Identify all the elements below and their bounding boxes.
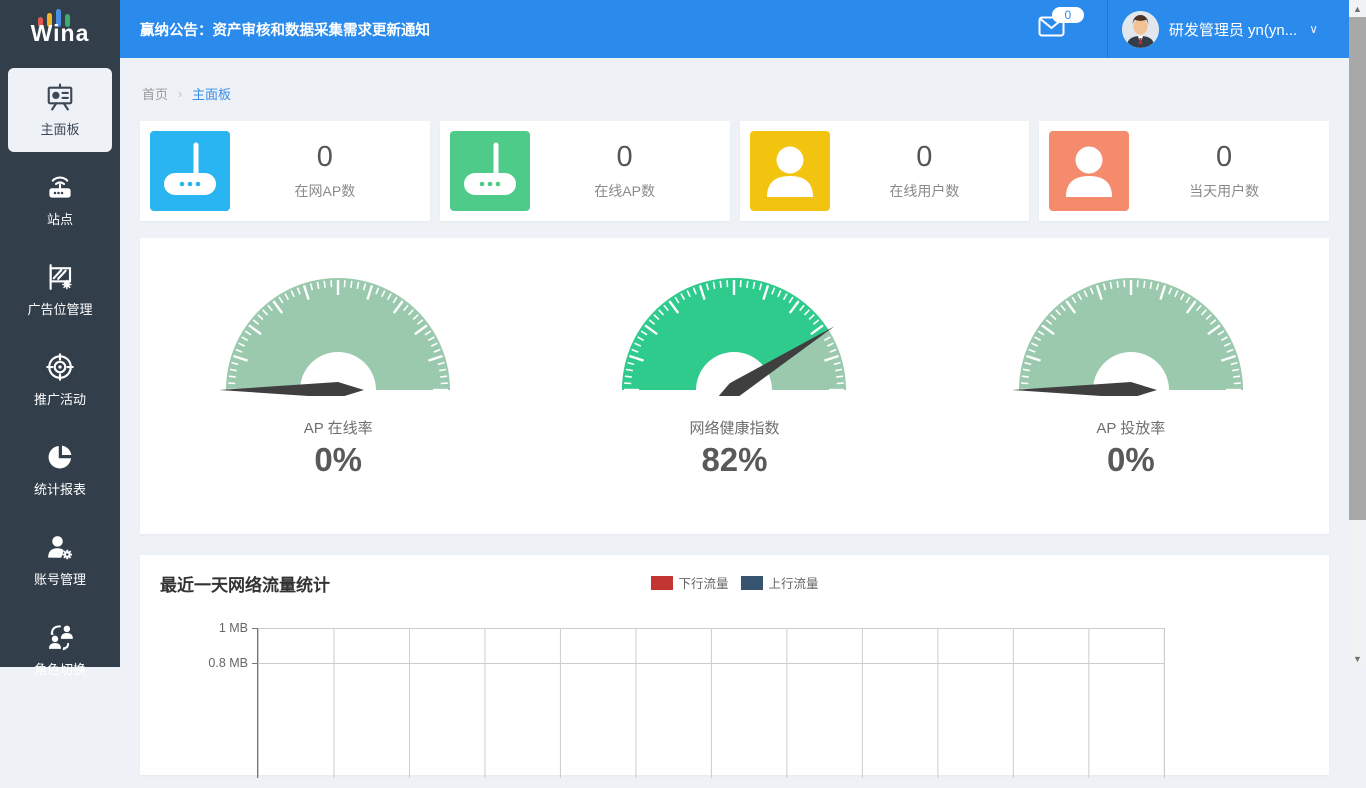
chevron-down-icon: ∨ (1309, 22, 1318, 36)
stat-value: 0 (230, 141, 420, 174)
mail-badge: 0 (1052, 7, 1084, 23)
downlink-swatch (650, 576, 672, 590)
ad-space-icon (45, 262, 75, 292)
stat-label: 当天用户数 (1129, 181, 1319, 201)
user-icon (750, 131, 830, 211)
avatar (1122, 11, 1159, 48)
sidebar-item-site[interactable]: 站点 (8, 158, 112, 242)
chart-grid (257, 628, 1165, 778)
stat-card-2: 0 在线用户数 (740, 121, 1030, 221)
traffic-chart-plot: 1 MB 0.8 MB (160, 628, 1329, 788)
scrollbar-up-arrow[interactable]: ▲ (1349, 0, 1366, 17)
gauge-0: AP 在线率 0% (140, 270, 536, 534)
account-icon (45, 532, 75, 562)
gauge-dial (1011, 270, 1251, 401)
stat-card-3: 0 当天用户数 (1039, 121, 1329, 221)
router-icon (150, 131, 230, 211)
y-axis-tick-label: 1 MB (160, 621, 248, 635)
gauge-value: 82% (701, 441, 767, 479)
breadcrumb: 首页 › 主面板 (140, 58, 1329, 121)
sidebar-item-ad-space[interactable]: 广告位管理 (8, 248, 112, 332)
app-logo[interactable]: Wina (0, 0, 120, 58)
gauge-dial (614, 270, 854, 401)
announcement-text: 赢纳公告：资产审核和数据采集需求更新通知 (140, 19, 430, 40)
gauge-2: AP 投放率 0% (933, 270, 1329, 534)
uplink-swatch (741, 576, 763, 590)
logo-text: Wina (31, 20, 90, 47)
stat-card-1: 0 在线AP数 (440, 121, 730, 221)
breadcrumb-current: 主面板 (192, 84, 231, 103)
scrollbar-thumb[interactable] (1349, 17, 1366, 520)
main-content: 首页 › 主面板 0 在网AP数 0 在线AP数 0 在线用户数 0 当天用户数 AP 在线率… (120, 58, 1349, 667)
top-header: Wina 赢纳公告：资产审核和数据采集需求更新通知 0 研发管理员 yn(yn.… (0, 0, 1366, 58)
sidebar-item-report[interactable]: 统计报表 (8, 428, 112, 512)
mail-button[interactable]: 0 (1038, 16, 1065, 42)
legend-item-downlink[interactable]: 下行流量 (650, 573, 728, 592)
user-icon (1049, 131, 1129, 211)
sidebar-item-dashboard[interactable]: 主面板 (8, 68, 112, 152)
user-menu[interactable]: 研发管理员 yn(yn... ∨ (1122, 11, 1318, 48)
gauge-value: 0% (1107, 441, 1155, 479)
stat-value: 0 (830, 141, 1020, 174)
stat-label: 在网AP数 (230, 181, 420, 201)
vertical-scrollbar[interactable]: ▲ ▼ (1349, 0, 1366, 667)
sidebar-item-account[interactable]: 账号管理 (8, 518, 112, 602)
gauges-panel: AP 在线率 0% 网络健康指数 82% AP 投放率 0% (140, 238, 1329, 534)
gauge-1: 网络健康指数 82% (536, 270, 932, 534)
sidebar-item-promotion[interactable]: 推广活动 (8, 338, 112, 422)
site-icon (45, 172, 75, 202)
breadcrumb-separator: › (178, 87, 182, 101)
gauge-value: 0% (314, 441, 362, 479)
user-name: 研发管理员 yn(yn... (1169, 19, 1297, 40)
stat-label: 在线AP数 (530, 181, 720, 201)
sidebar-nav: 主面板站点广告位管理推广活动统计报表账号管理角色切换 (0, 58, 120, 667)
mail-icon (1038, 24, 1065, 41)
gauge-dial (218, 270, 458, 401)
dashboard-icon (45, 82, 75, 112)
report-icon (45, 442, 75, 472)
gauge-label: AP 投放率 (1096, 417, 1165, 438)
router-icon (450, 131, 530, 211)
role-switch-icon (45, 622, 75, 652)
stat-value: 0 (1129, 141, 1319, 174)
stat-cards-row: 0 在网AP数 0 在线AP数 0 在线用户数 0 当天用户数 (140, 121, 1329, 221)
stat-value: 0 (530, 141, 720, 174)
traffic-chart-card: 最近一天网络流量统计 下行流量 上行流量 1 MB 0.8 MB (140, 555, 1329, 775)
traffic-legend: 下行流量 上行流量 (650, 573, 818, 592)
promotion-icon (45, 352, 75, 382)
legend-item-uplink[interactable]: 上行流量 (741, 573, 819, 592)
scrollbar-down-arrow[interactable]: ▼ (1349, 650, 1366, 667)
header-divider (1107, 0, 1108, 58)
y-axis-tick-label: 0.8 MB (160, 656, 248, 670)
breadcrumb-home[interactable]: 首页 (142, 84, 168, 103)
gauge-label: AP 在线率 (304, 417, 373, 438)
stat-card-0: 0 在网AP数 (140, 121, 430, 221)
stat-label: 在线用户数 (830, 181, 1020, 201)
gauge-label: 网络健康指数 (689, 417, 779, 438)
